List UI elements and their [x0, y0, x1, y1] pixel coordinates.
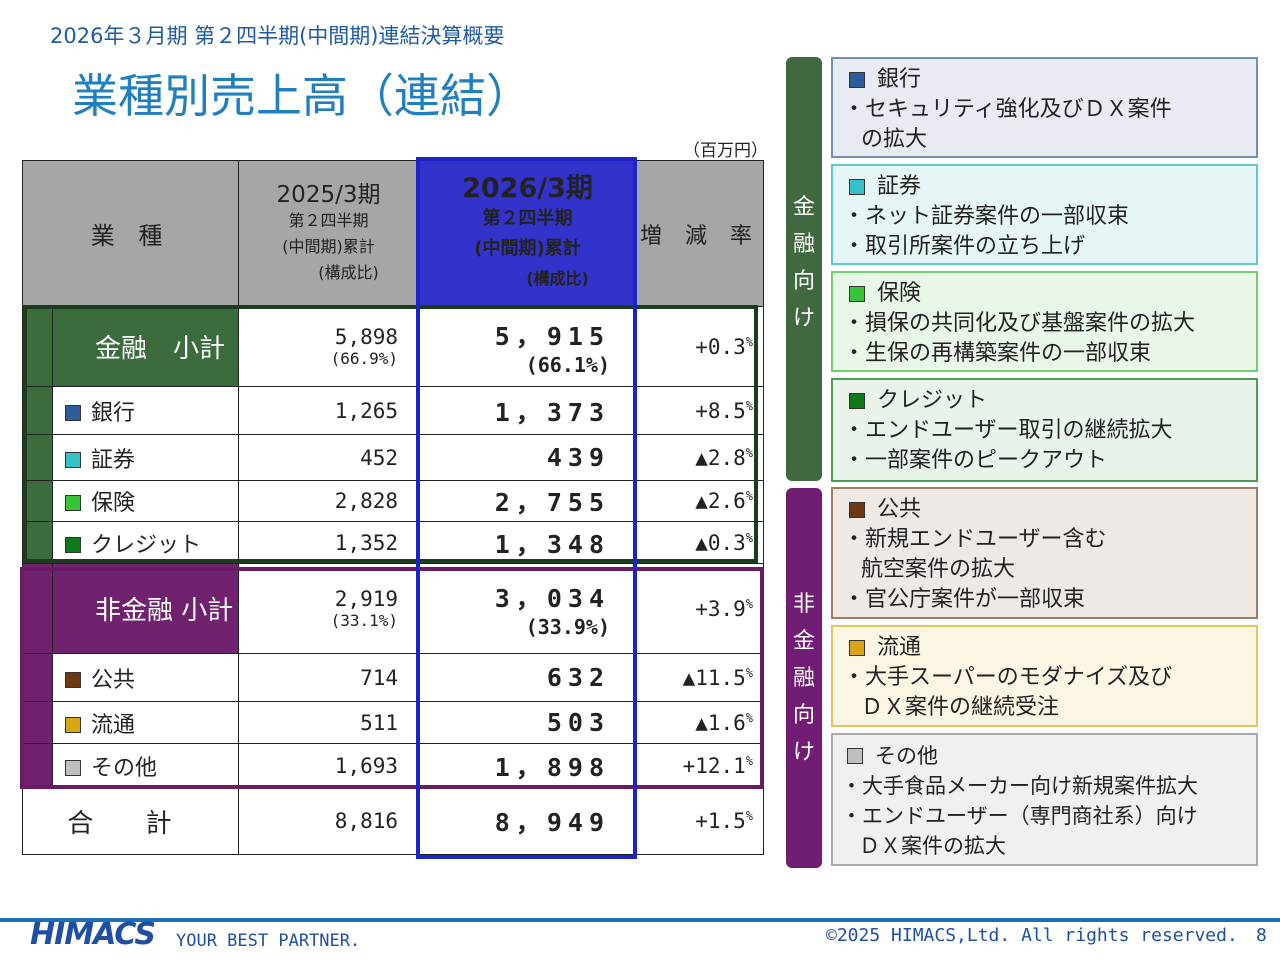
tagline: YOUR BEST PARTNER. — [176, 931, 361, 951]
credit-swatch — [65, 536, 81, 553]
card-distribution: 流通 ・大手スーパーのモダナイズ及び ＤＸ案件の継続受注 — [831, 625, 1258, 727]
other-swatch — [65, 759, 81, 776]
page-title: 業種別売上高（連結） — [72, 69, 532, 123]
card-other: その他 ・大手食品メーカー向け新規案件拡大 ・エンドユーザー（専門商社系）向け … — [831, 733, 1258, 866]
table-row: 銀行 1,265 1，373 +8.5% — [22, 386, 765, 435]
securities-swatch-icon — [849, 179, 865, 195]
total-row: 合 計 8,816 8，949 +1.5% — [21, 787, 765, 855]
himacs-logo: HIMACS — [30, 917, 156, 952]
sales-table: 業 種 2025/3期 第２四半期 (中間期)累計 (構成比) 2026/3期 … — [21, 160, 765, 855]
page-number: 8 — [1256, 925, 1267, 946]
nonfinance-subtotal-cur: 3，034 (33.9%) — [418, 563, 638, 654]
public-swatch-icon — [849, 502, 865, 518]
distribution-swatch-icon — [849, 640, 865, 656]
nonfinance-vertical-label: 非金融向け — [786, 488, 822, 868]
card-bank: 銀行 ・セキュリティ強化及びＤＸ案件 の拡大 — [831, 57, 1258, 158]
card-securities: 証券 ・ネット証券案件の一部収束 ・取引所案件の立ち上げ — [831, 164, 1258, 265]
page-subtitle: 2026年３月期 第２四半期(中間期)連結決算概要 — [50, 24, 505, 48]
header-cur-period: 2026/3期 第２四半期 (中間期)累計 (構成比) — [418, 160, 638, 307]
table-row: 証券 452 439 ▲2.8% — [22, 434, 765, 481]
securities-swatch — [65, 451, 81, 468]
nonfinance-group-frame — [20, 567, 764, 789]
distribution-swatch — [65, 716, 81, 733]
finance-subtotal-rate: +0.3% — [636, 306, 765, 387]
finance-group-frame — [23, 305, 758, 563]
footer: HIMACS YOUR BEST PARTNER. ©2025 HIMACS,L… — [0, 912, 1280, 960]
bank-swatch — [65, 404, 81, 421]
card-public: 公共 ・新規エンドユーザー含む 航空案件の拡大 ・官公庁案件が一部収束 — [831, 487, 1258, 619]
card-insurance: 保険 ・損保の共同化及び基盤案件の拡大 ・生保の再構築案件の一部収束 — [831, 271, 1258, 372]
table-row: 保険 2,828 2，755 ▲2.6% — [22, 480, 765, 522]
finance-subtotal-row: 金融 小計 5,898 (66.9%) 5，915 (66.1%) +0.3% — [22, 306, 765, 387]
finance-subtotal-label: 金融 小計 — [51, 306, 240, 387]
unit-label: （百万円） — [683, 141, 768, 161]
total-cur: 8，949 — [418, 787, 638, 855]
other-swatch-icon — [847, 748, 863, 764]
header-prev-period: 2025/3期 第２四半期 (中間期)累計 (構成比) — [238, 160, 420, 307]
table-row: 公共 714 632 ▲11.5% — [22, 653, 765, 702]
finance-subtotal-prev: 5,898 (66.9%) — [238, 306, 420, 387]
copyright: ©2025 HIMACS,Ltd. All rights reserved. — [826, 925, 1238, 946]
credit-swatch-icon — [849, 393, 865, 409]
finance-vertical-label: 金融向け — [786, 57, 822, 481]
nonfinance-subtotal-prev: 2,919 (33.1%) — [238, 563, 420, 654]
current-period-highlight — [416, 157, 637, 859]
bank-swatch-icon — [849, 72, 865, 88]
header-segment: 業 種 — [21, 160, 240, 307]
header-rate: 増 減 率 — [636, 160, 765, 307]
nonfinance-subtotal-rate: +3.9% — [636, 563, 765, 654]
table-row: 流通 511 503 ▲1.6% — [22, 701, 765, 744]
total-rate: +1.5% — [636, 787, 765, 855]
total-label: 合 計 — [21, 787, 240, 855]
finance-subtotal-cur: 5，915 (66.1%) — [418, 306, 638, 387]
total-prev: 8,816 — [238, 787, 420, 855]
table-row: クレジット 1,352 1，348 ▲0.3% — [22, 521, 765, 564]
insurance-swatch-icon — [849, 286, 865, 302]
card-credit: クレジット ・エンドユーザー取引の継続拡大 ・一部案件のピークアウト — [831, 378, 1258, 482]
footer-rule — [0, 918, 1280, 922]
public-swatch — [65, 671, 81, 688]
nonfinance-subtotal-label: 非金融 小計 — [51, 563, 240, 654]
nonfinance-subtotal-row: 非金融 小計 2,919 (33.1%) 3，034 (33.9%) +3.9% — [22, 563, 765, 654]
insurance-swatch — [65, 495, 81, 511]
